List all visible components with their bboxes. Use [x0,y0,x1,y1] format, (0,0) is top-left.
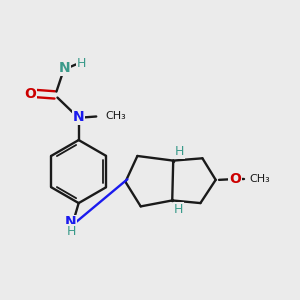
Text: H: H [175,146,184,158]
Text: H: H [173,202,183,216]
Text: N: N [65,215,76,229]
Text: H: H [76,57,86,70]
Text: N: N [73,110,85,124]
Text: CH₃: CH₃ [106,111,127,121]
Text: O: O [229,172,241,186]
Text: CH₃: CH₃ [250,173,270,184]
Text: H: H [67,225,76,238]
Text: N: N [59,61,70,75]
Text: O: O [24,87,36,100]
